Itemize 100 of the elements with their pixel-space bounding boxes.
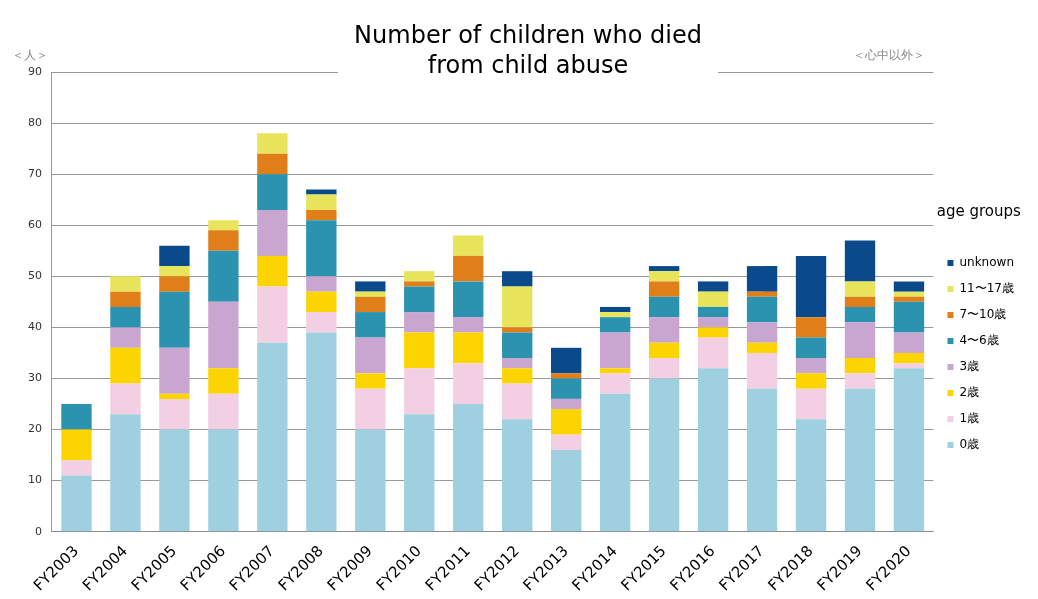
- bar: [61, 475, 92, 532]
- y-tick-label: 50: [28, 269, 42, 283]
- y-tick-label: 40: [28, 320, 42, 334]
- y-tick-label: 70: [28, 167, 42, 181]
- bar: [844, 373, 876, 389]
- bar: [795, 419, 827, 532]
- bar: [844, 306, 876, 323]
- legend-label: 3歳: [959, 359, 980, 374]
- y-tick-label: 80: [28, 115, 42, 129]
- bar: [551, 398, 582, 410]
- bar: [502, 271, 533, 287]
- bar: [502, 383, 533, 420]
- legend-label: 1歳: [959, 411, 980, 426]
- bar: [404, 281, 435, 287]
- bar: [844, 240, 876, 282]
- legend-label: unknown: [959, 255, 1014, 270]
- bar: [551, 434, 582, 450]
- chart-title: Number of children who died from child abuse: [338, 20, 718, 80]
- bar: [893, 301, 925, 333]
- bar: [257, 286, 288, 343]
- bar: [648, 266, 680, 272]
- bar: [110, 347, 141, 384]
- legend-title: age groups: [936, 202, 1021, 221]
- bar: [159, 398, 190, 430]
- bar: [404, 312, 435, 333]
- bar: [502, 286, 533, 328]
- legend-label: 7〜10歳: [959, 307, 1007, 322]
- bar: [257, 255, 288, 287]
- bar: [453, 332, 484, 364]
- bar: [159, 347, 190, 394]
- bar: [355, 373, 386, 389]
- bar: [208, 368, 239, 394]
- bar: [208, 393, 239, 430]
- bar: [648, 317, 680, 343]
- bar: [746, 266, 778, 292]
- y-tick-label: 60: [28, 218, 42, 232]
- bar: [110, 383, 141, 415]
- bar: [306, 209, 337, 221]
- bar: [257, 153, 288, 175]
- bar: [404, 332, 435, 369]
- bar: [306, 291, 337, 313]
- bar: [844, 322, 876, 359]
- bar: [110, 291, 141, 307]
- bar: [355, 291, 386, 297]
- bar: [599, 332, 631, 369]
- bar: [844, 281, 876, 297]
- bar: [551, 373, 582, 379]
- bar: [599, 393, 631, 532]
- bar: [208, 230, 239, 251]
- bar: [697, 281, 729, 292]
- bar: [844, 358, 876, 374]
- bar: [697, 317, 729, 328]
- y-tick-label: 30: [28, 371, 42, 385]
- bar: [648, 281, 680, 297]
- bar: [502, 358, 533, 369]
- bar: [110, 276, 141, 292]
- bar: [648, 296, 680, 318]
- bar: [159, 429, 190, 532]
- bar: [551, 409, 582, 435]
- bar: [257, 342, 288, 532]
- bar: [697, 337, 729, 369]
- bar: [453, 235, 484, 256]
- bar: [746, 342, 778, 353]
- legend-label: 0歳: [959, 437, 980, 452]
- bar: [355, 281, 386, 292]
- bar: [599, 306, 631, 313]
- bar: [746, 296, 778, 323]
- bar: [893, 363, 925, 369]
- bar: [306, 312, 337, 333]
- bar: [208, 301, 239, 369]
- bar: [404, 368, 435, 415]
- legend-label: 4〜6歳: [959, 333, 999, 348]
- bar: [306, 194, 337, 210]
- bar: [61, 404, 92, 430]
- bar: [355, 388, 386, 430]
- bar: [502, 327, 533, 333]
- bar: [795, 255, 827, 318]
- bar: [599, 368, 631, 374]
- bar: [844, 296, 876, 307]
- bar: [795, 388, 827, 420]
- bar: [159, 245, 190, 267]
- bar: [599, 312, 631, 318]
- legend-label: 2歳: [959, 385, 980, 400]
- bar: [795, 373, 827, 389]
- bar: [551, 378, 582, 399]
- bar: [110, 306, 141, 328]
- bar: [697, 291, 729, 307]
- bar: [355, 337, 386, 374]
- bar: [893, 368, 925, 532]
- bar: [893, 352, 925, 364]
- bar: [355, 429, 386, 532]
- bar: [306, 220, 337, 277]
- bar: [746, 352, 778, 389]
- legend-label: 11〜17歳: [959, 281, 1015, 296]
- bar: [502, 419, 533, 532]
- bar: [893, 291, 925, 297]
- bar: [599, 317, 631, 333]
- bar: [404, 414, 435, 532]
- bar: [551, 347, 582, 374]
- bar: [159, 291, 190, 348]
